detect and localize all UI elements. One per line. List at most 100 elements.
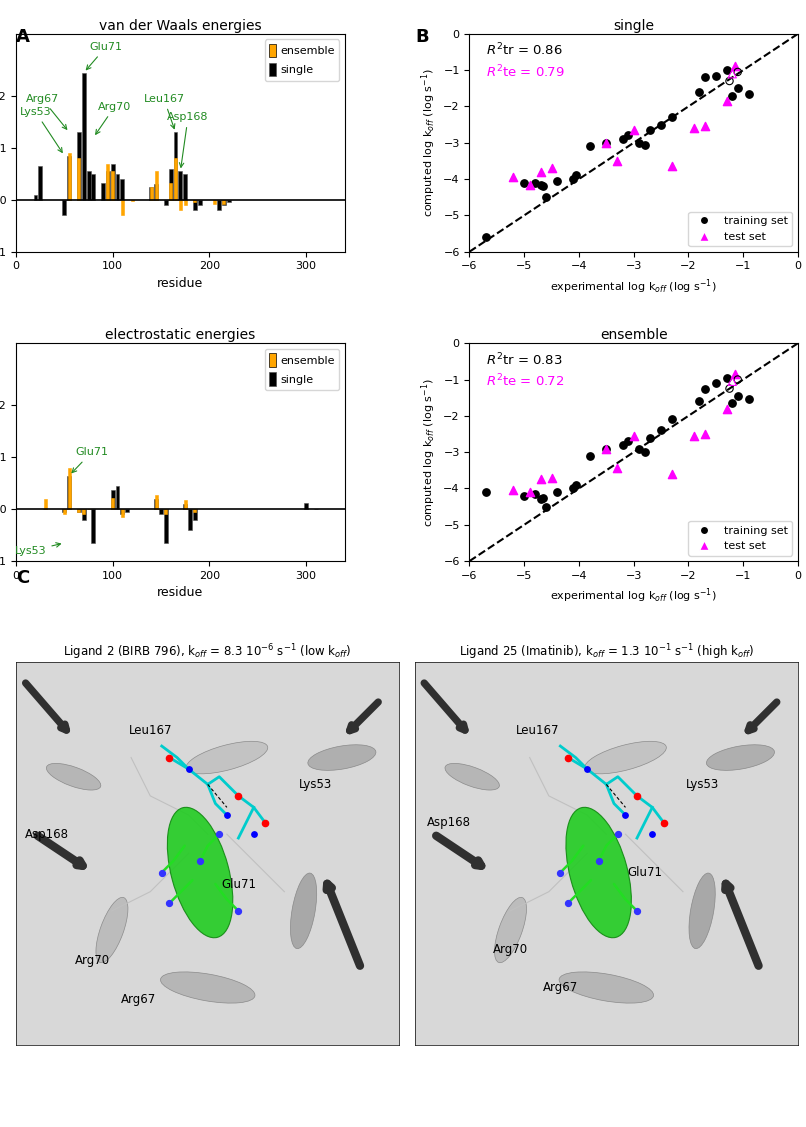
Point: [699, 380, 712, 398]
Point: [600, 134, 613, 152]
Bar: [188, 509, 192, 530]
Text: Asp168: Asp168: [25, 827, 69, 841]
X-axis label: experimental log k$_{off}$ (log s$^{-1}$): experimental log k$_{off}$ (log s$^{-1}$…: [550, 277, 717, 295]
Text: Arg70: Arg70: [493, 942, 528, 956]
Bar: [91, 509, 95, 543]
Ellipse shape: [168, 807, 233, 938]
Bar: [82, 73, 85, 199]
Text: Asp168: Asp168: [168, 112, 209, 167]
Ellipse shape: [566, 807, 631, 938]
Text: Lys53: Lys53: [15, 543, 60, 556]
Point: [729, 57, 742, 76]
Point: [654, 421, 667, 440]
Text: Glu71: Glu71: [627, 866, 663, 879]
Bar: [183, 174, 187, 199]
Point: [699, 425, 712, 443]
Bar: [222, 199, 226, 205]
Text: Leu167: Leu167: [143, 94, 185, 128]
Bar: [106, 163, 110, 199]
Point: [570, 476, 583, 494]
Text: Arg67: Arg67: [26, 94, 67, 130]
Point: [550, 483, 563, 502]
Point: [554, 863, 567, 881]
Point: [600, 134, 613, 152]
Bar: [193, 199, 197, 211]
Text: Lys53: Lys53: [19, 107, 62, 152]
Point: [163, 894, 176, 912]
Text: Asp168: Asp168: [427, 816, 472, 829]
Text: Glu71: Glu71: [72, 447, 108, 472]
Point: [633, 440, 646, 458]
Point: [731, 371, 744, 389]
Y-axis label: computed log k$_{off}$ (log s$^{-1}$): computed log k$_{off}$ (log s$^{-1}$): [419, 69, 438, 218]
Point: [729, 365, 742, 383]
Text: Leu167: Leu167: [128, 725, 172, 737]
Point: [612, 825, 625, 843]
Text: Glu71: Glu71: [86, 42, 123, 70]
Point: [163, 748, 176, 766]
Bar: [68, 468, 71, 509]
Y-axis label: computed log k$_{off}$ (log s$^{-1}$): computed log k$_{off}$ (log s$^{-1}$): [419, 378, 438, 526]
Point: [480, 483, 492, 502]
Point: [232, 787, 245, 805]
Bar: [115, 174, 119, 199]
Point: [658, 814, 671, 832]
Legend: ensemble, single: ensemble, single: [264, 348, 339, 390]
Title: ensemble: ensemble: [600, 328, 667, 343]
Point: [529, 174, 542, 192]
Point: [540, 188, 553, 206]
Point: [630, 787, 643, 805]
Bar: [101, 184, 105, 199]
Point: [517, 174, 530, 192]
Point: [517, 487, 530, 505]
X-axis label: residue: residue: [157, 277, 203, 290]
Point: [523, 176, 536, 194]
Bar: [120, 509, 124, 514]
Point: [638, 135, 651, 153]
Ellipse shape: [445, 763, 500, 790]
Point: [534, 470, 547, 488]
Bar: [44, 499, 47, 509]
Text: Arg70: Arg70: [96, 101, 131, 134]
Point: [540, 498, 553, 516]
Point: [693, 392, 706, 410]
Point: [723, 380, 736, 398]
Point: [619, 806, 632, 824]
Text: $R^2$te = 0.79: $R^2$te = 0.79: [486, 64, 565, 80]
Text: Arg67: Arg67: [121, 993, 156, 1005]
Point: [721, 369, 733, 387]
Point: [638, 443, 651, 461]
Legend: training set, test set: training set, test set: [688, 521, 792, 556]
Title: Ligand 2 (BIRB 796), k$_{off}$ = 8.3 10$^{-6}$ s$^{-1}$ (low k$_{off}$): Ligand 2 (BIRB 796), k$_{off}$ = 8.3 10$…: [64, 642, 352, 662]
Legend: ensemble, single: ensemble, single: [264, 39, 339, 81]
Bar: [197, 199, 202, 205]
Text: Lys53: Lys53: [298, 778, 332, 791]
Bar: [121, 509, 124, 517]
Bar: [39, 166, 42, 199]
Bar: [164, 509, 168, 514]
Point: [480, 228, 492, 246]
Bar: [178, 171, 182, 199]
Point: [721, 400, 733, 418]
Point: [611, 152, 624, 170]
Point: [529, 485, 542, 503]
Point: [537, 177, 550, 195]
Point: [666, 158, 679, 176]
Point: [193, 852, 206, 870]
Title: electrostatic energies: electrostatic energies: [106, 328, 256, 343]
X-axis label: experimental log k$_{off}$ (log s$^{-1}$): experimental log k$_{off}$ (log s$^{-1}$…: [550, 586, 717, 605]
Point: [259, 814, 272, 832]
Bar: [149, 187, 153, 199]
Bar: [121, 199, 124, 215]
Point: [600, 440, 613, 458]
Point: [182, 760, 195, 778]
Bar: [164, 509, 168, 543]
Bar: [106, 171, 110, 199]
Text: $R^2$tr = 0.86: $R^2$tr = 0.86: [486, 42, 563, 59]
Text: Lys53: Lys53: [686, 778, 719, 791]
Point: [688, 427, 700, 445]
Ellipse shape: [495, 897, 526, 962]
Point: [545, 159, 558, 177]
X-axis label: residue: residue: [157, 586, 203, 600]
Bar: [193, 509, 197, 512]
